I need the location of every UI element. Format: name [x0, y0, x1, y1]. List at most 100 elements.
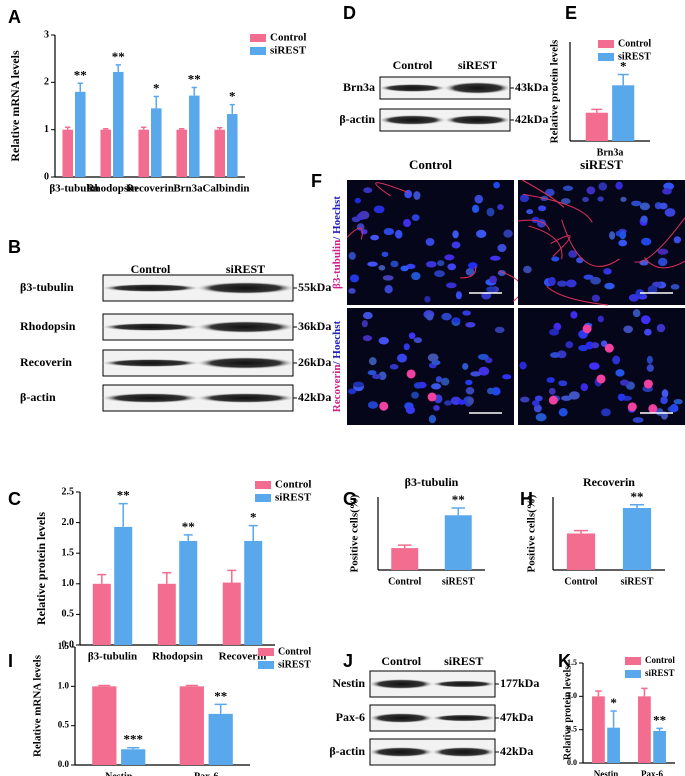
nucleus — [533, 404, 542, 413]
x-tick-label: β3-tubulin — [49, 183, 98, 195]
nucleus — [358, 210, 370, 220]
legend-swatch — [255, 481, 271, 489]
nucleus — [570, 311, 578, 319]
nucleus — [382, 275, 394, 281]
nucleus — [363, 187, 373, 194]
protein-label: β-actin — [20, 390, 56, 404]
nucleus — [381, 251, 389, 257]
nucleus — [348, 388, 357, 395]
legend-label: siREST — [275, 492, 312, 504]
x-tick-label: Rhodopsin — [152, 651, 203, 663]
blot-band — [443, 82, 512, 94]
legend-swatch — [258, 661, 274, 669]
protein-label: Rhodopsin — [20, 319, 76, 333]
nucleus — [548, 276, 556, 286]
nucleus — [425, 237, 435, 246]
nucleus — [378, 336, 389, 345]
panel-letter: C — [8, 489, 21, 509]
neurite — [521, 179, 565, 208]
nucleus — [348, 287, 356, 294]
bar — [179, 540, 198, 645]
blot-band — [368, 747, 434, 757]
nucleus — [590, 342, 600, 349]
error-bar — [656, 727, 663, 731]
blot-band — [101, 323, 200, 331]
nucleus — [548, 387, 556, 395]
bar — [179, 686, 204, 765]
protein-label: Brn3a — [343, 80, 375, 94]
nucleus — [451, 241, 461, 249]
nucleus — [452, 317, 461, 323]
lane-label: siREST — [226, 262, 265, 276]
lane-label: Control — [381, 654, 421, 668]
x-tick-label: siREST — [621, 576, 654, 587]
nucleus — [494, 326, 505, 334]
neurite — [528, 225, 563, 260]
y-axis-label: Relative mRNA levels — [32, 654, 44, 757]
nucleus — [367, 261, 378, 267]
lane-label: Control — [131, 262, 171, 276]
neurite — [346, 227, 363, 240]
nucleus — [486, 207, 495, 217]
nucleus — [425, 260, 437, 268]
chart-title: Recoverin — [583, 475, 635, 489]
nucleus — [474, 194, 484, 204]
bar — [612, 85, 635, 141]
significance: * — [153, 81, 160, 96]
size-label: 43kDa — [515, 80, 548, 94]
positive-cell — [582, 324, 592, 334]
positive-cell — [643, 379, 653, 389]
nucleus — [583, 274, 594, 280]
nucleus — [411, 391, 419, 399]
error-bar — [118, 502, 128, 527]
error-bar — [214, 703, 227, 714]
nucleus — [531, 216, 540, 224]
nucleus — [640, 215, 648, 223]
bar — [208, 713, 233, 765]
bar — [444, 515, 472, 570]
bar — [138, 129, 149, 177]
nucleus — [632, 309, 641, 318]
nucleus — [526, 209, 534, 215]
significance: ** — [182, 519, 195, 534]
bar — [113, 71, 124, 177]
nucleus — [413, 191, 421, 200]
row-label: Recoverin/ Hoechst — [331, 320, 343, 412]
size-label: 177kDa — [500, 676, 539, 690]
nucleus — [503, 229, 513, 238]
column-label: siREST — [580, 157, 623, 172]
blot-band — [196, 357, 295, 369]
error-bar — [610, 710, 617, 728]
size-label: 42kDa — [298, 390, 331, 404]
blot-band — [101, 359, 200, 367]
nucleus — [491, 387, 501, 396]
nucleus — [462, 362, 469, 370]
nucleus — [354, 197, 362, 204]
nucleus — [598, 182, 608, 191]
significance: ** — [112, 49, 125, 64]
protein-label: Nestin — [332, 676, 365, 690]
neurite — [634, 217, 685, 263]
blot-band — [368, 679, 434, 689]
y-axis-label: Positive cells(%) — [526, 494, 538, 572]
bar — [92, 686, 117, 765]
x-tick-label: Recoverin — [219, 651, 267, 663]
panel-letter: F — [311, 171, 322, 191]
nucleus — [561, 395, 572, 401]
nucleus — [478, 366, 490, 376]
legend-swatch — [625, 670, 641, 678]
nucleus — [390, 260, 399, 268]
blot-band — [378, 84, 447, 92]
y-tick-label: 1.0 — [62, 578, 75, 589]
cells — [346, 181, 523, 303]
nucleus — [427, 353, 439, 362]
nucleus — [670, 284, 680, 290]
protein-label: Recoverin — [20, 355, 72, 369]
nucleus — [413, 382, 423, 389]
significance: * — [250, 510, 257, 525]
nucleus — [462, 310, 471, 316]
nucleus — [383, 227, 395, 236]
nucleus — [426, 313, 434, 321]
nucleus — [545, 188, 555, 197]
neurite — [375, 182, 409, 197]
